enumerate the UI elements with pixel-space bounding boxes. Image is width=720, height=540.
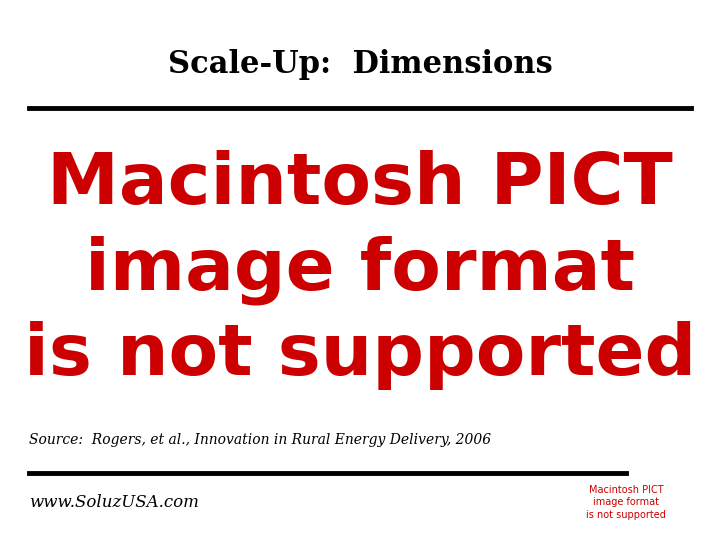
Text: Macintosh PICT
image format
is not supported: Macintosh PICT image format is not suppo… [587, 485, 666, 519]
Text: Source:  Rogers, et al., Innovation in Rural Energy Delivery, 2006: Source: Rogers, et al., Innovation in Ru… [29, 433, 491, 447]
Text: Scale-Up:  Dimensions: Scale-Up: Dimensions [168, 49, 552, 80]
Text: www.SoluzUSA.com: www.SoluzUSA.com [29, 494, 199, 511]
Text: Macintosh PICT
image format
is not supported: Macintosh PICT image format is not suppo… [24, 150, 696, 390]
